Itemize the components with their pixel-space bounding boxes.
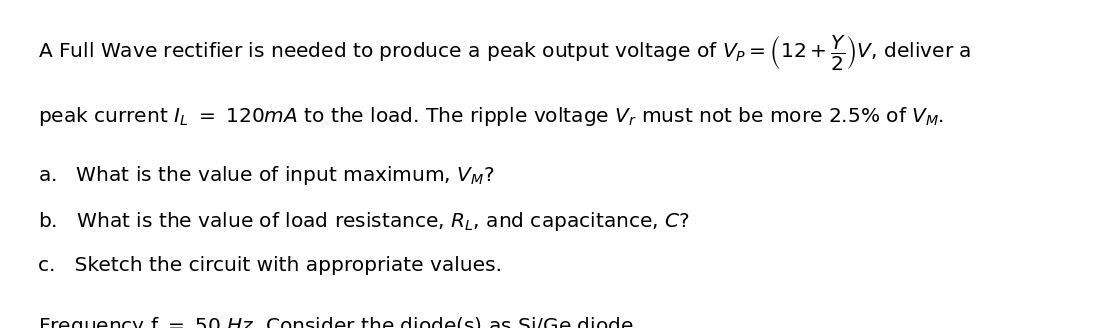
Text: b.   What is the value of load resistance, $R_L$, and capacitance, $C$?: b. What is the value of load resistance,… bbox=[38, 210, 690, 233]
Text: peak current $I_L\ =\ 120mA$ to the load. The ripple voltage $V_r$ must not be m: peak current $I_L\ =\ 120mA$ to the load… bbox=[38, 105, 944, 128]
Text: A Full Wave rectifier is needed to produce a peak output voltage of $V_P = \left: A Full Wave rectifier is needed to produ… bbox=[38, 33, 972, 72]
Text: c.   Sketch the circuit with appropriate values.: c. Sketch the circuit with appropriate v… bbox=[38, 256, 503, 275]
Text: Frequency f $=$ 50 $Hz$. Consider the diode(s) as Si/Ge diode.: Frequency f $=$ 50 $Hz$. Consider the di… bbox=[38, 315, 639, 328]
Text: a.   What is the value of input maximum, $V_M$?: a. What is the value of input maximum, $… bbox=[38, 164, 495, 187]
